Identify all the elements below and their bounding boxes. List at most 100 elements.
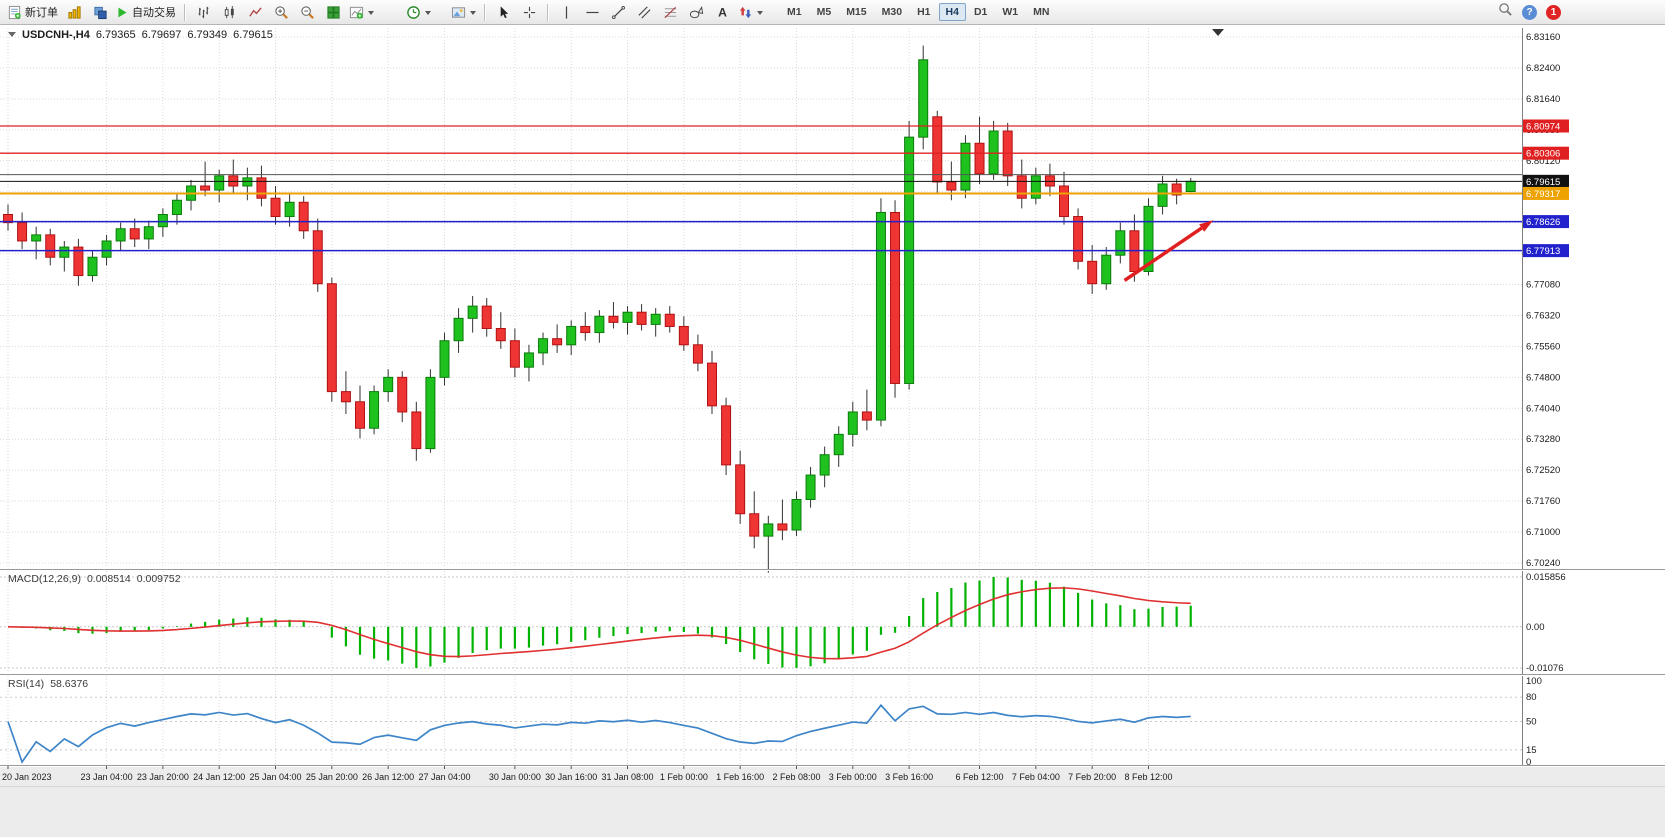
timeframe-button-h1[interactable]: H1: [917, 6, 931, 18]
bar-chart-icon: [196, 5, 211, 20]
price-badge: [1523, 119, 1569, 133]
candle-down: [298, 201, 309, 232]
candle-up: [1030, 175, 1041, 199]
toolbar-separator: [184, 3, 185, 21]
candle-down: [707, 362, 717, 407]
trend-arrow[interactable]: [1123, 220, 1214, 282]
timeframe-button-m5[interactable]: M5: [816, 6, 832, 18]
candle-down: [1171, 183, 1182, 196]
timeframe-button-m15[interactable]: M15: [846, 6, 867, 18]
time-axis-labels: 20 Jan 2023 23 Jan 04:00 23 Jan 20:00 24 Ja…: [2, 766, 1173, 782]
channel-tool-button[interactable]: [631, 2, 657, 22]
time-axis-label: 7 Feb 04:00: [1012, 772, 1060, 782]
price-axis-label: 6.80120: [1526, 156, 1560, 167]
candle-up: [875, 211, 886, 421]
candle-down: [552, 338, 563, 346]
chart-window: 6.831606.824006.816406.808806.801206.793…: [0, 24, 1665, 786]
new-order-button[interactable]: 新订单: [4, 2, 61, 22]
time-axis-label: 26 Jan 12:00: [362, 772, 414, 782]
auto-trading-button[interactable]: 自动交易: [113, 2, 179, 22]
candle-down: [692, 344, 703, 364]
help-icon[interactable]: ?: [1522, 4, 1537, 20]
timeframe-button-mn[interactable]: MN: [1033, 6, 1050, 18]
rsi-axis-label: 0: [1526, 757, 1531, 768]
line-chart-icon: [248, 5, 263, 20]
arrows-tool-button[interactable]: [735, 2, 766, 22]
price-axis-label: 6.77080: [1526, 280, 1560, 291]
macd-histogram: [20, 577, 1192, 668]
timeframe-button-d1[interactable]: D1: [973, 6, 988, 18]
time-axis[interactable]: [0, 766, 1665, 786]
toolbar-separator: [484, 3, 485, 21]
level-lines: [0, 125, 1522, 252]
search-icon[interactable]: [1498, 2, 1513, 22]
zoom-out-button[interactable]: [294, 2, 320, 22]
horizontal-line-tool-button[interactable]: [579, 2, 605, 22]
price-badge: [1523, 215, 1569, 229]
price-badge-label: 6.79615: [1526, 177, 1560, 188]
time-axis-label: 30 Jan 16:00: [545, 772, 597, 782]
timeframe-button-m1[interactable]: M1: [787, 6, 802, 18]
bar-chart-mode-button[interactable]: [190, 2, 216, 22]
price-chart-canvas[interactable]: 6.831606.824006.816406.808806.801206.793…: [0, 24, 1665, 786]
notification-badge[interactable]: 1: [1546, 4, 1561, 20]
rsi-axis-label: 80: [1526, 692, 1537, 703]
new-chart-button[interactable]: [346, 2, 377, 22]
templates-button[interactable]: [448, 2, 479, 22]
zoom-in-button[interactable]: [268, 2, 294, 22]
shapes-tool-button[interactable]: [683, 2, 709, 22]
macd-axis-bottom: -0.01076: [1526, 663, 1564, 674]
candle-down: [580, 325, 591, 334]
price-axis-label: 6.73280: [1526, 434, 1560, 445]
time-axis-label: 23 Jan 04:00: [81, 772, 133, 782]
candle-up: [988, 130, 999, 175]
period-button[interactable]: [403, 2, 434, 22]
timeframe-toolbar: M1 M5 M15 M30 H1 H4 D1 W1 MN: [780, 3, 1056, 21]
vertical-line-icon: [559, 5, 574, 20]
price-badge: [1523, 186, 1569, 200]
candle-down: [355, 401, 365, 429]
candle-down: [664, 313, 675, 327]
candlestick-mode-button[interactable]: [216, 2, 242, 22]
candle-up: [833, 433, 844, 456]
market-watch-button[interactable]: [61, 2, 87, 22]
toolbar-separator: [547, 3, 548, 21]
candle-up: [960, 142, 971, 191]
candle-down: [1016, 175, 1027, 199]
navigator-button[interactable]: [87, 2, 113, 22]
fibonacci-tool-button[interactable]: [657, 2, 683, 22]
new-chart-caret-icon: [368, 10, 374, 18]
candle-down: [1073, 216, 1084, 262]
candle-down: [1059, 185, 1069, 218]
line-chart-mode-button[interactable]: [242, 2, 268, 22]
candle-down: [397, 376, 408, 413]
trendline-tool-button[interactable]: [605, 2, 631, 22]
arrows-icon: [738, 5, 753, 20]
price-badge-label: 6.80306: [1526, 149, 1560, 160]
cursor-tool-button[interactable]: [490, 2, 516, 22]
candle-up: [763, 523, 774, 537]
candlestick-icon: [222, 5, 237, 20]
timeframe-button-w1[interactable]: W1: [1002, 6, 1019, 18]
text-tool-button[interactable]: A: [709, 2, 735, 22]
candle-down: [129, 228, 140, 240]
candlestick-series: [3, 45, 1196, 573]
timeframe-button-m30[interactable]: M30: [881, 6, 903, 18]
candle-down: [270, 197, 281, 218]
crosshair-tool-button[interactable]: [516, 2, 542, 22]
candle-up: [791, 498, 802, 531]
vertical-line-tool-button[interactable]: [553, 2, 579, 22]
price-axis-label: 6.82400: [1526, 63, 1560, 74]
candle-up: [819, 454, 830, 476]
price-axis-label: 6.74800: [1526, 372, 1560, 383]
navigator-icon: [93, 5, 108, 20]
tile-windows-button[interactable]: [320, 2, 346, 22]
timeframe-button-h4[interactable]: H4: [938, 3, 966, 21]
candle-down: [721, 405, 732, 466]
candle-up: [214, 175, 225, 191]
candle-up: [171, 199, 182, 216]
chart-shift-marker[interactable]: [1212, 29, 1224, 36]
main-toolbar: 新订单 自动交易: [0, 0, 1665, 25]
candle-down: [45, 234, 56, 258]
